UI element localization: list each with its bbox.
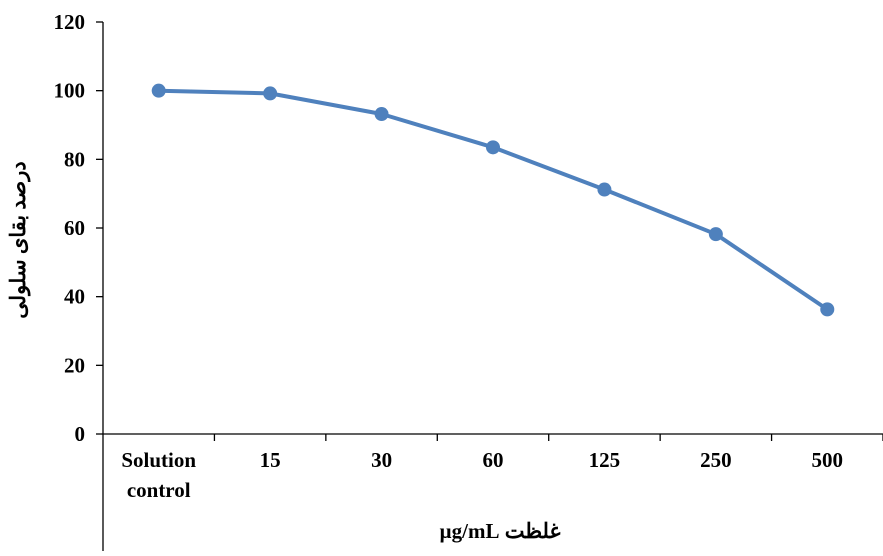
y-axis-title: درصد بقای سلولی (6, 161, 31, 318)
series-line (156, 88, 830, 312)
data-point (151, 83, 166, 98)
y-tick-label: 80 (64, 147, 85, 171)
axes (102, 22, 883, 551)
data-point (708, 227, 723, 242)
series-layer (151, 83, 835, 317)
x-tick-label: 15 (260, 448, 281, 472)
x-tick-label: 125 (589, 448, 621, 472)
x-tick-label: Solution control (121, 448, 196, 502)
data-point (263, 86, 278, 101)
data-point (820, 302, 835, 317)
y-tick-label: 100 (54, 79, 86, 103)
y-tick-label: 60 (64, 216, 85, 240)
data-point (486, 140, 500, 155)
data-point (597, 182, 612, 197)
x-tick-label: 500 (812, 448, 844, 472)
x-axis-title: غلظت µg/mL (440, 519, 561, 543)
data-point (374, 107, 389, 122)
y-tick-label: 40 (64, 285, 85, 309)
x-tick-label: 250 (700, 448, 732, 472)
x-axis-ticks: Solution control 15 30 60 125 250 500 (121, 434, 883, 502)
y-tick-label: 0 (75, 422, 86, 446)
x-tick-label: 60 (483, 448, 504, 472)
x-tick-label: 30 (371, 448, 392, 472)
y-axis-ticks: 0 20 40 60 80 100 120 (54, 10, 103, 446)
y-tick-label: 120 (54, 10, 86, 34)
y-tick-label: 20 (64, 353, 85, 377)
